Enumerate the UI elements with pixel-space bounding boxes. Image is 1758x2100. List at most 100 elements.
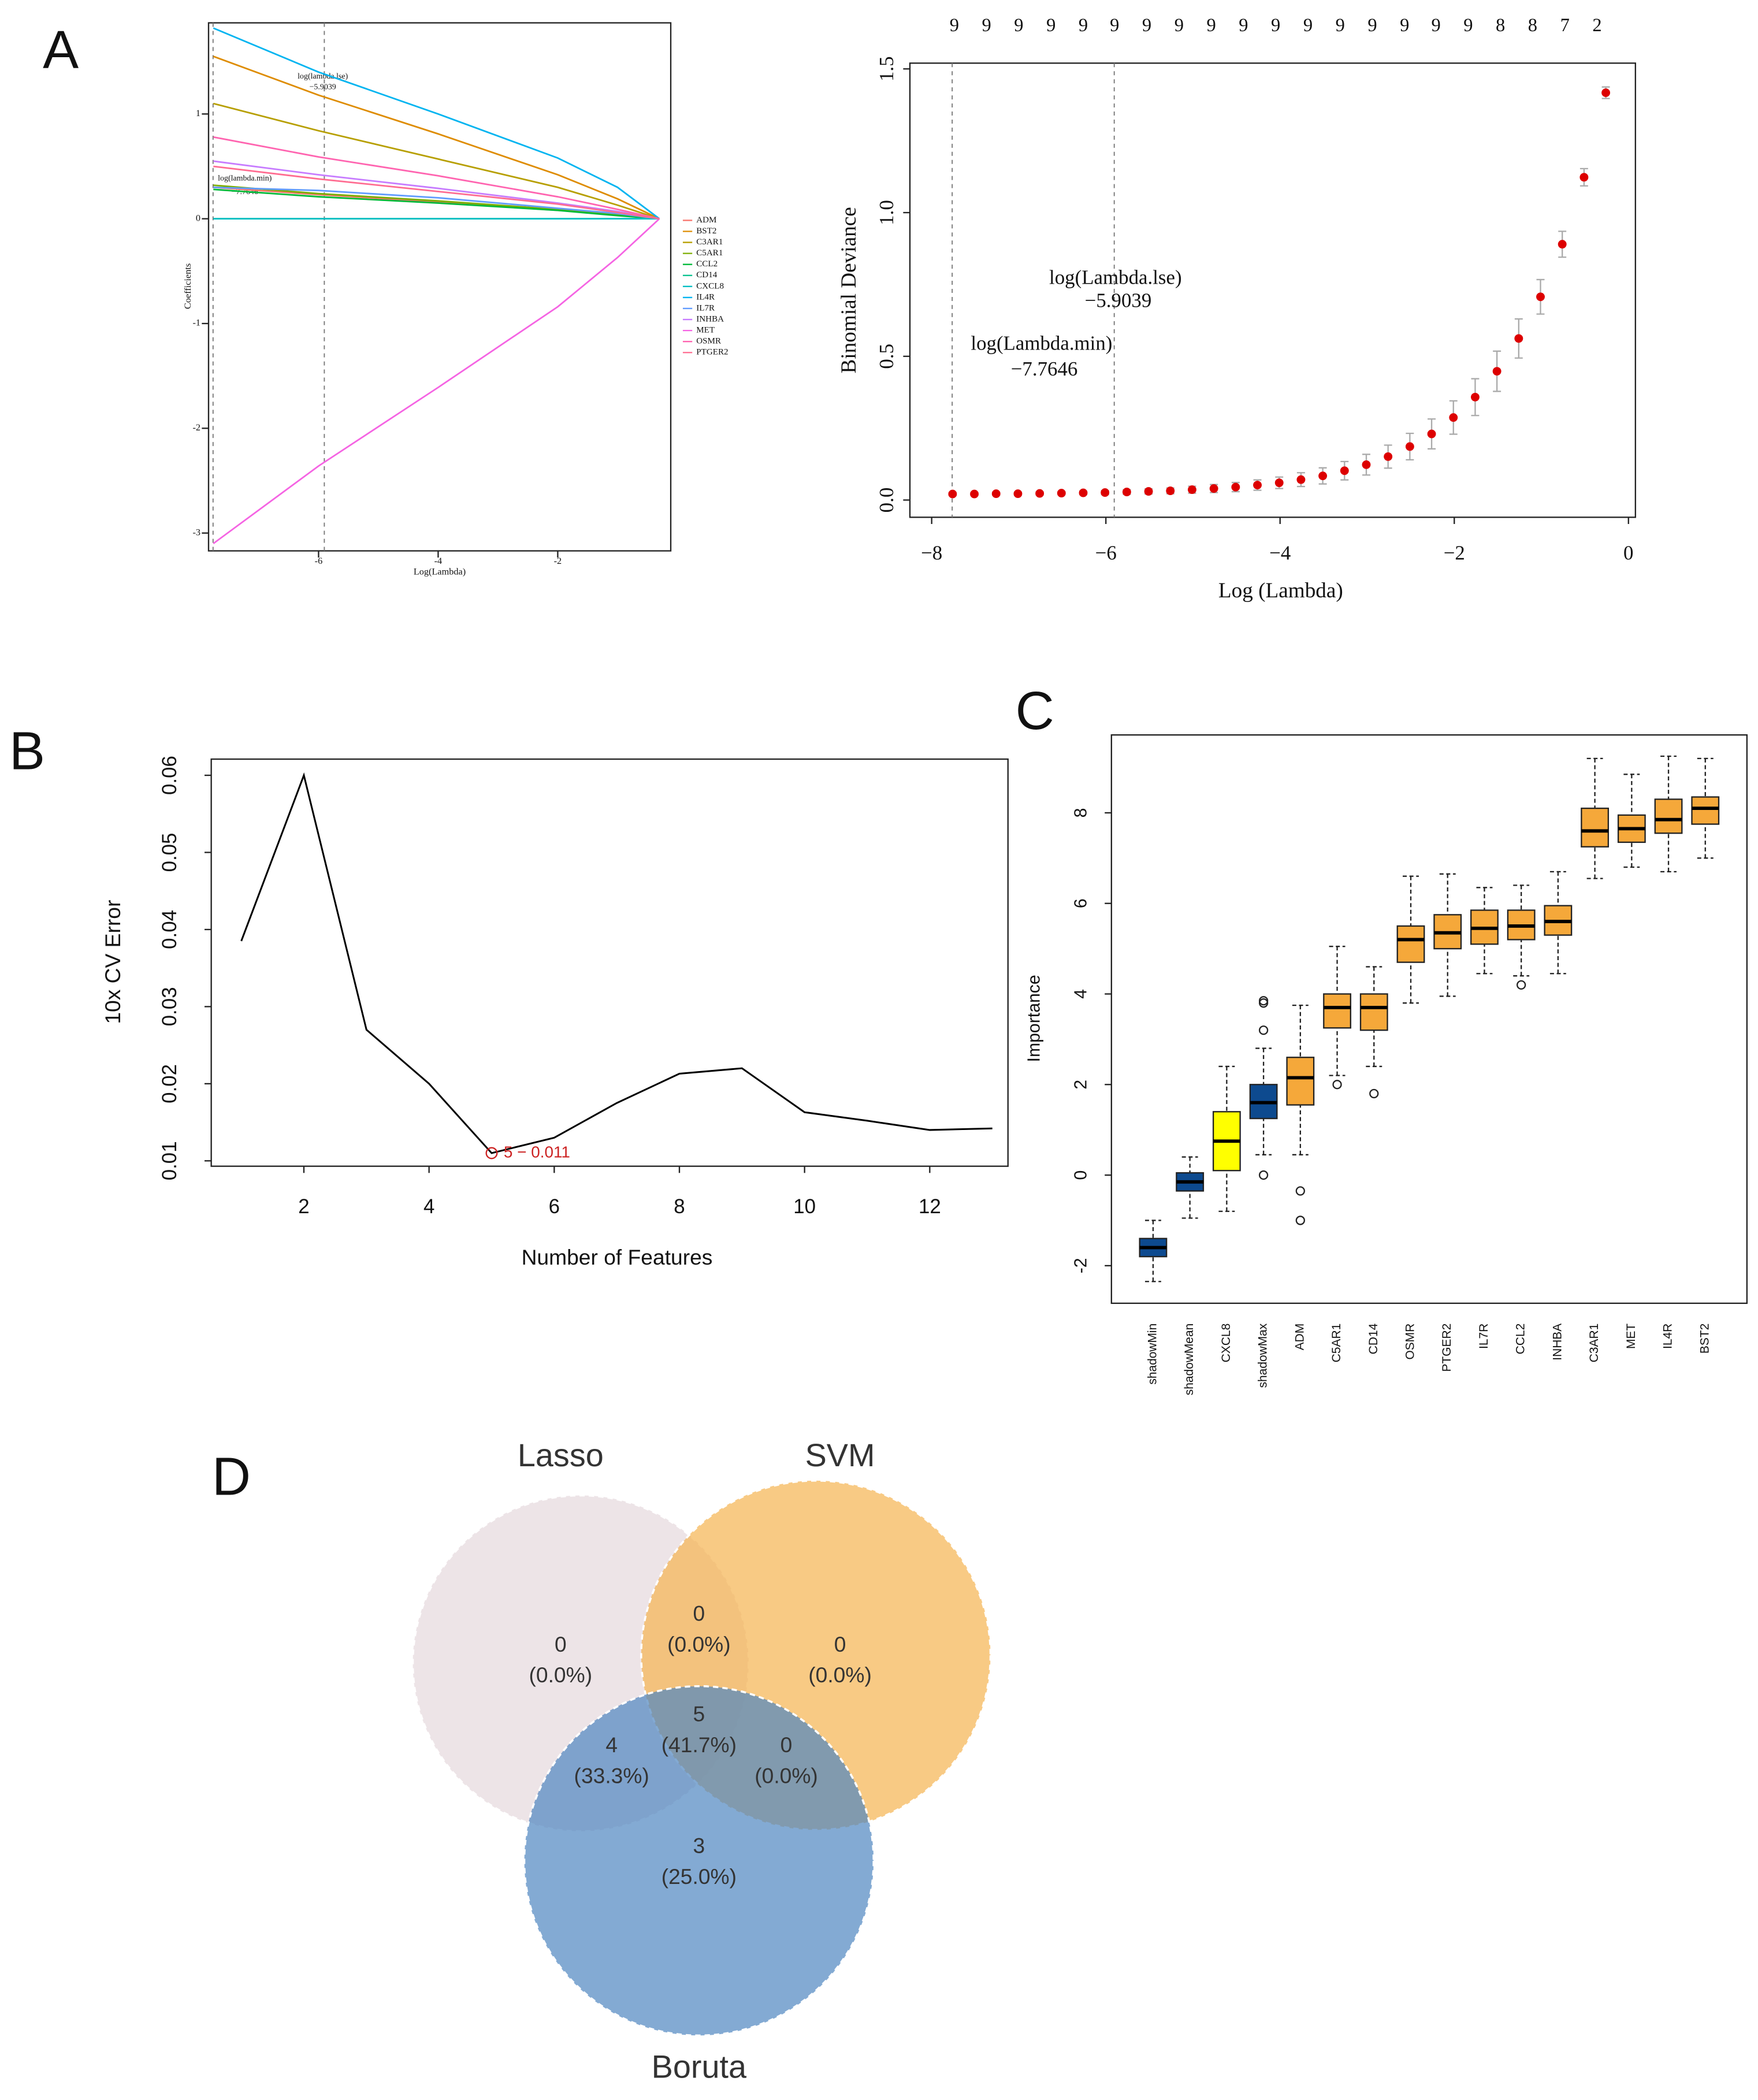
- x-tick-label: 6: [549, 1195, 560, 1218]
- point: [1188, 485, 1196, 495]
- point: [1470, 392, 1480, 402]
- data-line: [213, 160, 660, 220]
- top-label: 8: [1528, 15, 1537, 36]
- whisker: [1292, 1004, 1309, 1058]
- point: [1274, 478, 1284, 488]
- annotation: −5.9039: [310, 83, 336, 91]
- top-label: 2: [1592, 15, 1601, 36]
- legend-label: IL7R: [696, 303, 715, 313]
- y-tick-label: 1.5: [875, 56, 898, 81]
- y-tick-label: -2: [1072, 1258, 1091, 1273]
- box: [1323, 993, 1351, 1029]
- y-axis-label: Binomial Deviance: [837, 207, 861, 373]
- whisker: [1476, 887, 1493, 910]
- outlier: [1369, 1088, 1379, 1099]
- venn-set-label: Lasso: [518, 1437, 604, 1473]
- x-tick-label: shadowMean: [1183, 1324, 1196, 1395]
- top-label: 9: [1336, 15, 1345, 36]
- point: [1449, 413, 1458, 422]
- panel-letter: B: [9, 721, 45, 781]
- point: [1231, 482, 1240, 492]
- top-label: 9: [1400, 15, 1409, 36]
- legend-label: ADM: [696, 215, 716, 225]
- legend-label: PTGER2: [696, 348, 728, 357]
- y-tick-label: 0: [196, 213, 200, 223]
- top-label: 9: [1014, 15, 1023, 36]
- point: [948, 489, 957, 499]
- x-tick-label: 8: [674, 1195, 685, 1218]
- data-line: [213, 184, 660, 220]
- y-tick-label: 6: [1072, 898, 1091, 908]
- y-tick-label: 0.05: [158, 833, 181, 872]
- y-tick-label: 0.06: [158, 756, 181, 795]
- point: [1079, 488, 1088, 497]
- y-axis-label: 10x CV Error: [101, 900, 125, 1024]
- box: [1396, 925, 1425, 963]
- venn-percent: (0.0%): [755, 1764, 818, 1788]
- outlier: [1295, 1186, 1305, 1196]
- legend-label: OSMR: [696, 337, 722, 346]
- point: [1384, 452, 1393, 461]
- whisker: [1403, 962, 1419, 1004]
- panel-letter: C: [1016, 681, 1054, 741]
- y-tick-label: 2: [1072, 1080, 1091, 1090]
- data-line: [213, 218, 660, 544]
- whisker: [1660, 833, 1677, 873]
- top-label: 9: [1175, 15, 1184, 36]
- whisker: [1439, 949, 1456, 997]
- x-tick-label: MET: [1625, 1324, 1638, 1349]
- point: [991, 489, 1001, 499]
- x-tick-label: C3AR1: [1588, 1324, 1601, 1362]
- data-line: [213, 27, 660, 220]
- top-label: 9: [1271, 15, 1280, 36]
- whisker: [1403, 875, 1419, 926]
- whisker: [1513, 884, 1530, 910]
- top-label: 9: [1303, 15, 1313, 36]
- point: [1558, 240, 1567, 249]
- x-tick-label: CXCL8: [1220, 1324, 1233, 1362]
- x-tick-label: −2: [1444, 541, 1465, 564]
- outlier: [1517, 980, 1526, 990]
- venn-percent: (33.3%): [574, 1764, 649, 1788]
- x-tick-label: BST2: [1698, 1324, 1711, 1354]
- x-axis-label: Log(Lambda): [414, 566, 466, 577]
- annotation: log(Lambda.min): [971, 332, 1112, 355]
- x-tick-label: −4: [1269, 541, 1291, 564]
- x-tick-label: CD14: [1367, 1323, 1380, 1354]
- whisker: [1439, 873, 1456, 915]
- whisker: [1697, 757, 1714, 797]
- data-line: [213, 186, 660, 220]
- whisker: [1255, 1118, 1272, 1155]
- annotation: −5.9039: [1085, 289, 1152, 311]
- y-tick-label: 0.01: [158, 1141, 181, 1180]
- top-label: 9: [1239, 15, 1248, 36]
- venn-count: 0: [780, 1733, 793, 1757]
- data-line: [240, 772, 993, 1154]
- point: [1209, 484, 1218, 493]
- venn-percent: (25.0%): [661, 1864, 737, 1889]
- x-tick-label: PTGER2: [1440, 1324, 1454, 1372]
- legend-label: IL4R: [696, 292, 715, 302]
- point: [1013, 489, 1023, 499]
- point: [970, 489, 979, 499]
- data-line: [213, 136, 660, 220]
- top-label: 9: [1206, 15, 1216, 36]
- y-tick-label: 1.0: [875, 200, 898, 225]
- point: [1405, 442, 1414, 451]
- legend-label: CD14: [696, 270, 718, 280]
- x-axis-label: Number of Features: [522, 1245, 713, 1269]
- whisker: [1218, 1170, 1235, 1212]
- whisker: [1181, 1191, 1198, 1219]
- point: [1514, 334, 1523, 343]
- top-label: 8: [1496, 15, 1505, 36]
- whisker: [1623, 774, 1640, 815]
- legend-label: C5AR1: [696, 248, 723, 258]
- data-line: [213, 55, 660, 220]
- x-tick-label: shadowMax: [1257, 1323, 1270, 1388]
- y-tick-label: 8: [1072, 808, 1091, 818]
- point: [1035, 489, 1045, 498]
- point: [1296, 475, 1306, 484]
- plot-frame: [210, 758, 1009, 1167]
- point: [1362, 460, 1371, 469]
